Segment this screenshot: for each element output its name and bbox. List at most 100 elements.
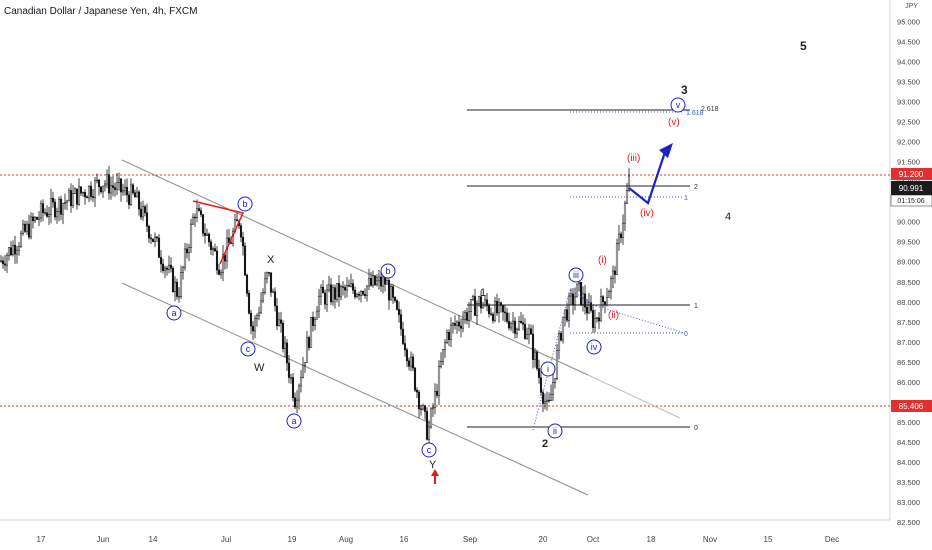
candle: [611, 265, 615, 289]
candle: [9, 240, 13, 257]
candle: [163, 265, 167, 278]
candle: [509, 321, 513, 332]
candle: [27, 214, 31, 240]
price-tag-current: 90.991 01:15:06: [890, 181, 932, 207]
fib-blue-label-1: 1: [684, 195, 688, 202]
candle: [195, 199, 199, 223]
candle: [559, 330, 563, 342]
candle: [113, 182, 117, 197]
candle: [33, 215, 37, 224]
time-axis[interactable]: 17 Jun 14 Jul 19 Aug 16 Sep 20 Oct 18 Nov 15 Dec: [37, 535, 840, 544]
candle: [485, 293, 489, 312]
candle: [339, 284, 343, 301]
candle: [517, 316, 521, 332]
candle: [377, 269, 381, 290]
wave-label-red-i: (i): [598, 255, 607, 266]
candle: [323, 289, 327, 310]
triangle-pattern: [192, 200, 245, 265]
candle: [403, 335, 407, 357]
candle: [83, 189, 87, 205]
candle: [463, 309, 467, 324]
candle: [61, 202, 65, 225]
candle: [215, 246, 219, 275]
price-axis[interactable]: 95.000 94.500 94.000 93.500 93.000 92.500 92.0…: [897, 18, 920, 528]
time-axis-tick: Sep: [463, 535, 478, 544]
candle: [1, 256, 5, 269]
candle: [281, 320, 285, 353]
candle: [359, 290, 363, 303]
channel-upper-line: [121, 159, 589, 376]
candle: [149, 234, 153, 245]
candle: [71, 184, 75, 209]
candle: [165, 265, 169, 276]
candle: [439, 352, 443, 369]
candle: [461, 311, 465, 333]
candle: [129, 178, 133, 207]
candle: [199, 207, 203, 218]
candle: [501, 304, 505, 321]
candle: [241, 231, 245, 256]
candle: [155, 236, 159, 243]
candle: [159, 250, 163, 273]
time-axis-tick: 18: [647, 535, 656, 544]
candle: [493, 296, 497, 323]
candle: [459, 318, 463, 338]
candle: [137, 190, 141, 216]
time-axis-tick: Oct: [587, 535, 600, 544]
candle: [267, 271, 271, 277]
price-axis-tick: 87.500: [897, 318, 920, 327]
candle: [519, 311, 523, 324]
candle: [99, 186, 103, 194]
candle: [371, 270, 375, 288]
candle: [419, 404, 423, 416]
candle: [489, 307, 493, 316]
candle: [65, 199, 69, 211]
candle: [467, 302, 471, 328]
candle: [91, 188, 95, 203]
candle: [583, 285, 587, 315]
candle: [575, 283, 579, 298]
candle: [387, 273, 391, 310]
channel-lower-line: [121, 282, 589, 496]
candle: [487, 303, 491, 318]
price-axis-tick: 92.500: [897, 118, 920, 127]
wave-label-circled-i_blue: i: [540, 361, 556, 377]
candle: [143, 204, 147, 217]
price-tag-current-text: 90.991: [899, 184, 924, 193]
candle: [421, 403, 425, 411]
candle: [315, 306, 319, 320]
candle: [585, 298, 589, 321]
candle: [369, 271, 373, 287]
candle: [45, 205, 49, 218]
time-axis-tick: Aug: [339, 535, 353, 544]
candle: [361, 290, 365, 296]
candle: [623, 200, 627, 231]
red-up-arrow-head: [431, 469, 439, 476]
fib-label-2618: 2.618: [701, 106, 719, 113]
candle: [0, 255, 3, 263]
candle: [63, 193, 67, 210]
candle: [399, 309, 403, 336]
candle: [265, 271, 269, 284]
candle: [333, 284, 337, 309]
candle: [357, 291, 361, 301]
candle: [405, 347, 409, 367]
candle: [173, 276, 177, 302]
wave-label-Y: Y: [429, 459, 437, 471]
candle: [177, 287, 181, 303]
candle: [505, 307, 509, 324]
price-axis-tick: 89.000: [897, 258, 920, 267]
candle: [67, 187, 71, 202]
candle: [579, 281, 583, 307]
candle: [75, 188, 79, 210]
candle: [533, 348, 537, 368]
candle: [543, 393, 547, 410]
candle: [473, 288, 477, 316]
wave-label-text: a: [291, 416, 296, 426]
candle: [337, 275, 341, 307]
candle: [393, 296, 397, 303]
candle: [109, 176, 113, 200]
candle: [549, 384, 553, 401]
fib-blue-diagonal: [595, 305, 685, 334]
